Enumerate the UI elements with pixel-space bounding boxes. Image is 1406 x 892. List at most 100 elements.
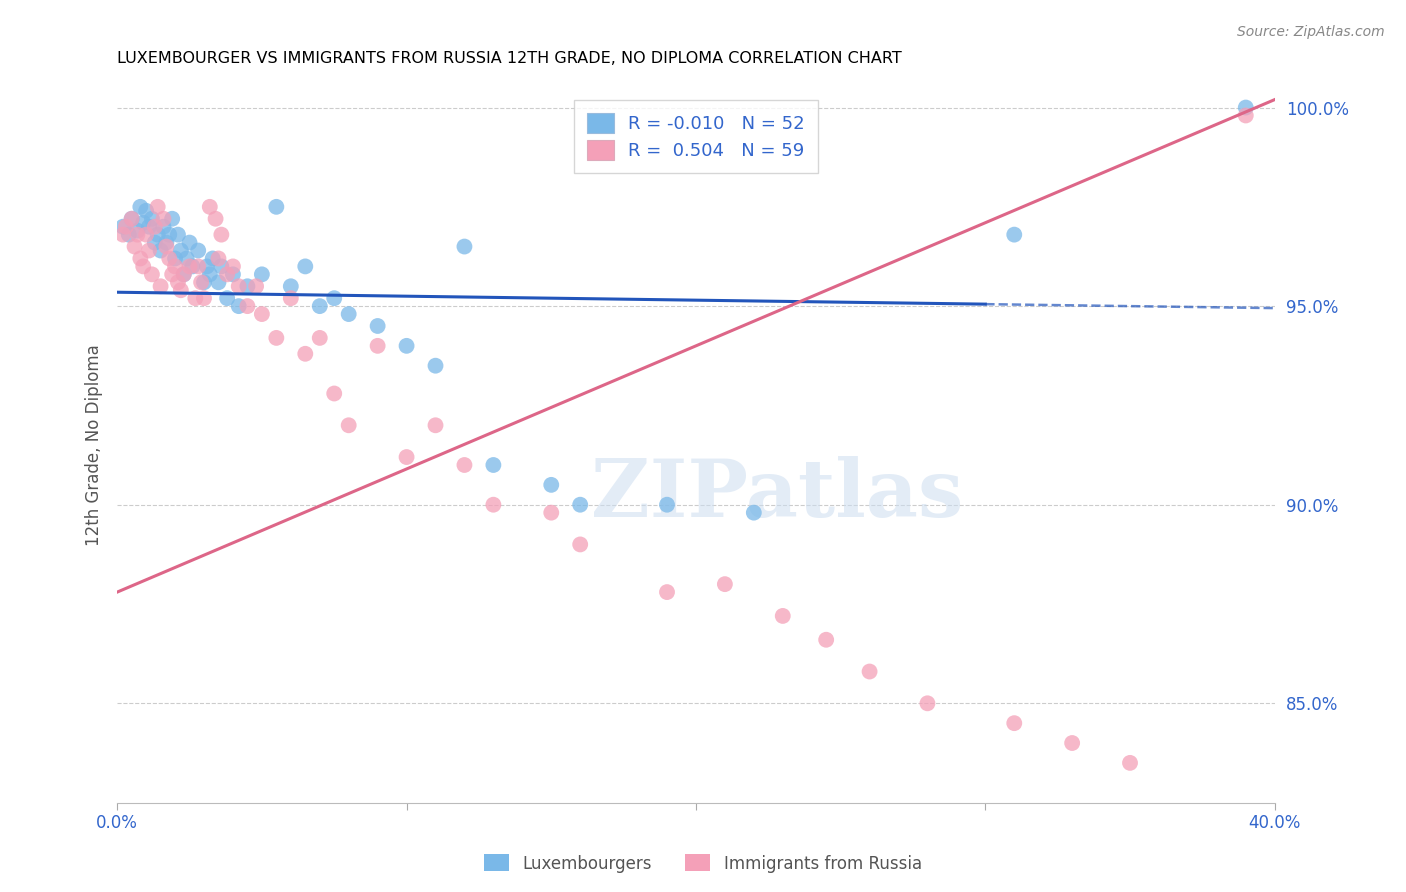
Point: [165, 252, 187, 266]
Point: [917, 696, 939, 710]
Point: [176, 252, 198, 266]
Point: [160, 211, 183, 226]
Point: [146, 227, 169, 242]
Point: [204, 211, 226, 226]
Point: [228, 279, 250, 293]
Point: [111, 219, 134, 234]
Point: [157, 227, 180, 242]
Point: [124, 239, 146, 253]
Point: [179, 235, 201, 250]
Point: [217, 268, 239, 282]
Point: [337, 418, 360, 433]
Point: [132, 216, 155, 230]
Point: [129, 252, 152, 266]
Point: [138, 244, 160, 258]
Point: [207, 252, 229, 266]
Point: [135, 203, 157, 218]
Point: [167, 275, 190, 289]
Point: [250, 307, 273, 321]
Point: [453, 239, 475, 253]
Point: [540, 506, 562, 520]
Point: [308, 331, 330, 345]
Point: [266, 331, 288, 345]
Point: [146, 200, 169, 214]
Point: [132, 260, 155, 274]
Point: [815, 632, 838, 647]
Point: [141, 268, 163, 282]
Legend: R = -0.010   N = 52, R =  0.504   N = 59: R = -0.010 N = 52, R = 0.504 N = 59: [574, 100, 818, 172]
Point: [245, 279, 267, 293]
Legend: Luxembourgers, Immigrants from Russia: Luxembourgers, Immigrants from Russia: [478, 847, 928, 880]
Point: [165, 260, 187, 274]
Point: [141, 211, 163, 226]
Point: [181, 260, 204, 274]
Point: [367, 339, 389, 353]
Point: [294, 347, 316, 361]
Point: [1234, 101, 1257, 115]
Point: [482, 498, 505, 512]
Point: [121, 211, 143, 226]
Point: [367, 318, 389, 333]
Point: [193, 275, 215, 289]
Point: [395, 450, 418, 464]
Point: [201, 252, 224, 266]
Point: [160, 268, 183, 282]
Point: [569, 537, 592, 551]
Point: [127, 227, 149, 242]
Point: [129, 200, 152, 214]
Point: [250, 268, 273, 282]
Point: [337, 307, 360, 321]
Point: [655, 585, 678, 599]
Point: [280, 291, 302, 305]
Point: [395, 339, 418, 353]
Point: [127, 224, 149, 238]
Point: [152, 219, 174, 234]
Point: [118, 227, 141, 242]
Point: [1002, 227, 1025, 242]
Point: [193, 291, 215, 305]
Point: [772, 608, 794, 623]
Point: [155, 239, 177, 253]
Point: [115, 219, 138, 234]
Point: [323, 291, 346, 305]
Point: [170, 244, 193, 258]
Point: [173, 268, 195, 282]
Point: [149, 244, 172, 258]
Point: [236, 299, 259, 313]
Point: [198, 268, 221, 282]
Point: [482, 458, 505, 472]
Point: [187, 260, 209, 274]
Point: [742, 506, 765, 520]
Point: [179, 260, 201, 274]
Point: [453, 458, 475, 472]
Point: [540, 478, 562, 492]
Point: [1234, 108, 1257, 122]
Point: [167, 227, 190, 242]
Point: [143, 235, 166, 250]
Point: [222, 268, 245, 282]
Point: [1119, 756, 1142, 770]
Text: LUXEMBOURGER VS IMMIGRANTS FROM RUSSIA 12TH GRADE, NO DIPLOMA CORRELATION CHART: LUXEMBOURGER VS IMMIGRANTS FROM RUSSIA 1…: [117, 51, 901, 66]
Text: Source: ZipAtlas.com: Source: ZipAtlas.com: [1237, 25, 1385, 39]
Point: [425, 418, 447, 433]
Point: [190, 275, 212, 289]
Point: [138, 219, 160, 234]
Point: [121, 211, 143, 226]
Point: [1002, 716, 1025, 731]
Point: [222, 260, 245, 274]
Point: [425, 359, 447, 373]
Point: [280, 279, 302, 293]
Point: [308, 299, 330, 313]
Point: [323, 386, 346, 401]
Point: [858, 665, 880, 679]
Text: ZIPatlas: ZIPatlas: [591, 456, 963, 534]
Point: [111, 227, 134, 242]
Point: [207, 275, 229, 289]
Point: [228, 299, 250, 313]
Point: [198, 200, 221, 214]
Point: [236, 279, 259, 293]
Point: [143, 219, 166, 234]
Point: [195, 260, 218, 274]
Point: [655, 498, 678, 512]
Point: [157, 252, 180, 266]
